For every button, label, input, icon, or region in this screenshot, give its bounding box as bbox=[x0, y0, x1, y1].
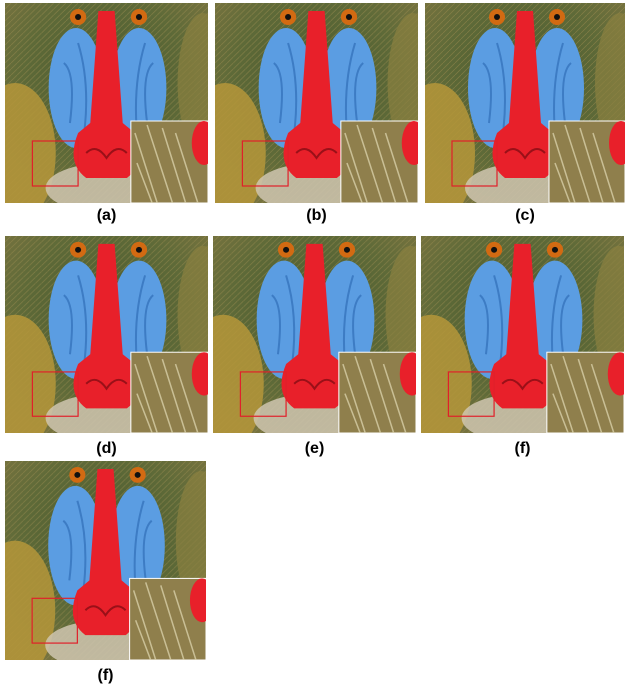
panel-image bbox=[395, 3, 625, 223]
figure: (a) (b) (c) (d) (e) (f) (f) bbox=[0, 0, 625, 690]
panel: (a) bbox=[0, 3, 228, 224]
panel: (b) bbox=[185, 3, 439, 224]
panel-image bbox=[185, 3, 439, 223]
panel-label: (e) bbox=[305, 440, 325, 457]
panel-label: (a) bbox=[97, 207, 117, 224]
panel: (d) bbox=[0, 236, 228, 457]
panel-image bbox=[0, 3, 228, 223]
panels: (a) (b) (c) (d) (e) (f) (f) bbox=[0, 3, 625, 684]
panel: (e) bbox=[183, 236, 437, 457]
panel-label: (b) bbox=[306, 207, 326, 224]
panel-image bbox=[391, 236, 625, 453]
panel: (f) bbox=[391, 236, 625, 457]
panel-image bbox=[0, 236, 228, 453]
panel: (f) bbox=[0, 461, 226, 684]
panel-image bbox=[183, 236, 437, 453]
panel: (c) bbox=[395, 3, 625, 224]
panel-image bbox=[0, 461, 226, 680]
panel-label: (c) bbox=[515, 207, 535, 224]
panel-label: (d) bbox=[96, 440, 116, 457]
panel-label: (f) bbox=[98, 667, 114, 684]
panel-label: (f) bbox=[515, 440, 531, 457]
